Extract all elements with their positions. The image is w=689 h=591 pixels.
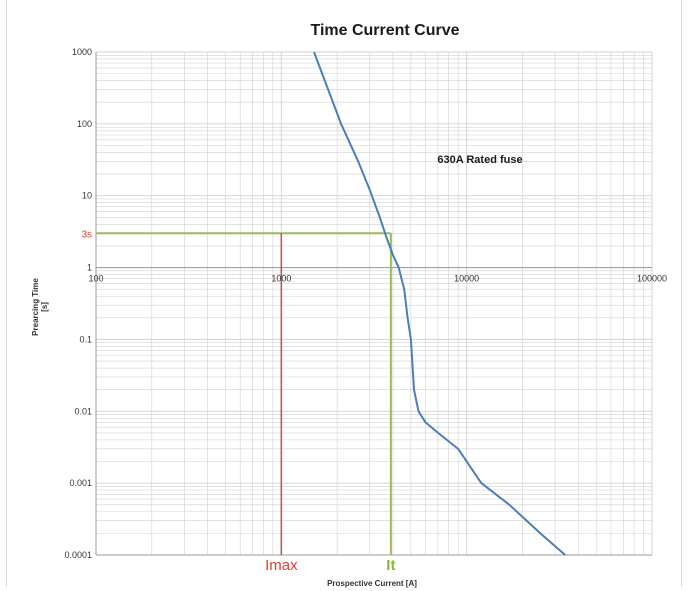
x-tick-label: 100000 bbox=[637, 274, 667, 284]
x-tick-label: 1000 bbox=[271, 274, 291, 284]
curve-label: 630A Rated fuse bbox=[437, 154, 522, 166]
y-axis-label: Prearcing Time [s] bbox=[31, 278, 49, 336]
reference-lines bbox=[96, 232, 392, 555]
y-tick-label: 1 bbox=[87, 263, 92, 273]
y-axis-label-line-2: [s] bbox=[40, 302, 49, 312]
x-tick-label: 10000 bbox=[454, 274, 479, 284]
x-tick-label: 100 bbox=[88, 274, 103, 284]
time-marker-label: 3s bbox=[81, 229, 92, 240]
series-curve bbox=[313, 51, 566, 556]
series-line bbox=[313, 51, 566, 556]
y-tick-label: 10 bbox=[82, 191, 92, 201]
x-axis-label: Prospective Current [A] bbox=[327, 579, 417, 588]
y-tick-label: 1000 bbox=[72, 47, 92, 57]
y-tick-label: 0.001 bbox=[69, 478, 92, 488]
y-tick-label: 0.0001 bbox=[64, 550, 92, 560]
y-tick-label: 0.1 bbox=[79, 334, 92, 344]
y-tick-label: 0.01 bbox=[74, 406, 92, 416]
chart-title: Time Current Curve bbox=[310, 22, 459, 39]
it-label: It bbox=[386, 557, 395, 574]
chart-frame bbox=[6, 0, 682, 587]
y-tick-label: 100 bbox=[77, 119, 92, 129]
imax-label: Imax bbox=[265, 557, 298, 574]
grid bbox=[95, 51, 653, 556]
axes bbox=[95, 52, 652, 556]
y-axis-label-line-1: Prearcing Time bbox=[31, 278, 40, 336]
tick-labels: 1000 100 10 1 0.1 0.01 0.001 0.0001 100 1000 10000… bbox=[64, 47, 667, 574]
